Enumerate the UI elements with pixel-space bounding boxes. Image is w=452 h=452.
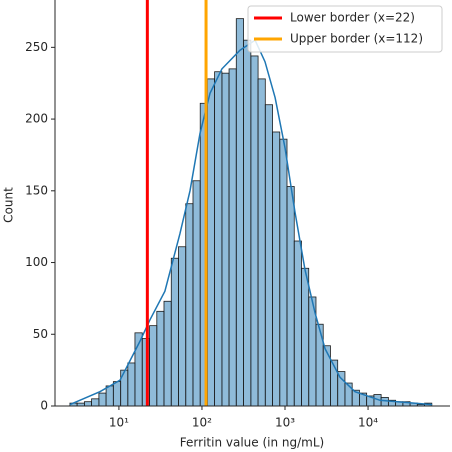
legend: Lower border (x=22) Upper border (x=112) [247,5,443,53]
bar [91,398,100,407]
bar [112,381,122,407]
bar [170,257,179,407]
bar [206,78,216,407]
y-tick-label: 0 [40,399,48,413]
bar [264,104,273,407]
y-axis-label: Count [2,187,16,223]
bar [221,72,230,407]
bar [83,401,93,407]
bar [98,392,107,407]
bar [156,310,165,407]
bar [250,55,259,407]
bar [272,131,281,407]
bar [322,345,331,407]
bar [228,68,237,407]
y-tick-label: 250 [25,40,48,54]
bar [178,246,187,407]
bar [192,180,201,407]
legend-label: Lower border (x=22) [290,11,415,25]
bar [279,138,288,407]
x-tick-label: 10³ [275,416,295,430]
x-tick-label: 10⁴ [358,416,378,430]
x-tick-label: 10¹ [109,416,129,430]
bar [127,362,136,407]
bar [149,325,158,407]
bar [286,186,295,407]
bar [337,371,346,407]
bar [380,396,389,407]
legend-box [247,5,443,53]
y-tick-label: 100 [25,255,48,269]
bar [163,300,172,407]
bar [301,267,310,407]
y-tick-label: 200 [25,112,48,126]
bar [293,240,302,407]
x-tick-label: 10² [192,416,212,430]
y-tick-label: 50 [33,327,48,341]
y-tick-label: 150 [25,183,48,197]
bar [214,71,223,407]
x-axis-label: Ferritin value (in ng/mL) [180,436,324,450]
bar [235,18,244,407]
bar [105,385,114,407]
bar [257,78,266,407]
legend-label: Upper border (x=112) [290,32,423,46]
bar [185,203,194,407]
bar [243,39,252,407]
